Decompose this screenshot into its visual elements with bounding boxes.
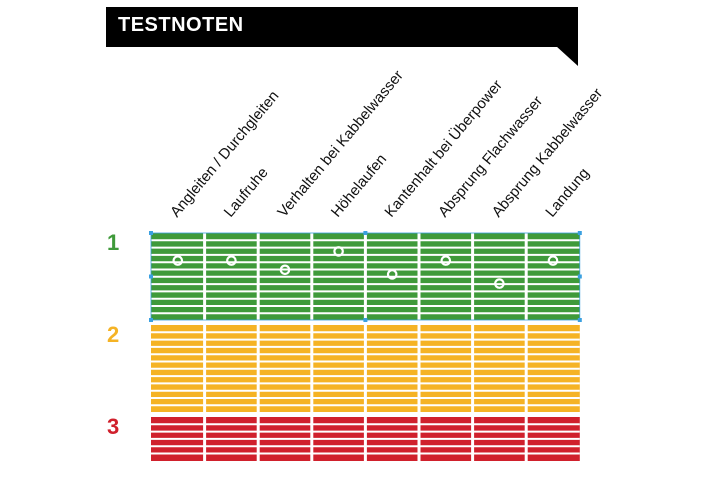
selection-handle xyxy=(577,318,582,322)
category-label: Laufruhe xyxy=(221,164,272,220)
selection-handle xyxy=(363,231,368,235)
category-label: Landung xyxy=(542,165,593,221)
data-point xyxy=(547,255,559,266)
grade-label-2: 2 xyxy=(107,322,119,347)
data-point xyxy=(494,278,505,289)
data-point xyxy=(440,255,452,266)
data-point xyxy=(172,255,184,266)
selection-handle xyxy=(363,318,368,322)
selection-handle xyxy=(577,274,582,279)
chart-title: TESTNOTEN xyxy=(118,14,244,36)
selection-handle xyxy=(577,231,582,235)
selection-handle xyxy=(149,274,153,279)
grade-label-3: 3 xyxy=(107,414,119,439)
data-point xyxy=(386,269,398,280)
category-label: Angleiten / Durchgleiten xyxy=(167,88,282,221)
category-label: Absprung Kabbelwasser xyxy=(489,85,607,220)
data-point xyxy=(279,264,291,276)
data-point xyxy=(333,246,344,257)
data-point xyxy=(226,255,237,266)
grade-label-1: 1 xyxy=(107,230,119,255)
category-label: Absprung Flachwasser xyxy=(435,93,546,221)
title-bar-tab xyxy=(556,46,578,66)
selection-handle xyxy=(149,318,153,322)
title-bar xyxy=(106,7,578,47)
selection-handle xyxy=(149,231,153,235)
